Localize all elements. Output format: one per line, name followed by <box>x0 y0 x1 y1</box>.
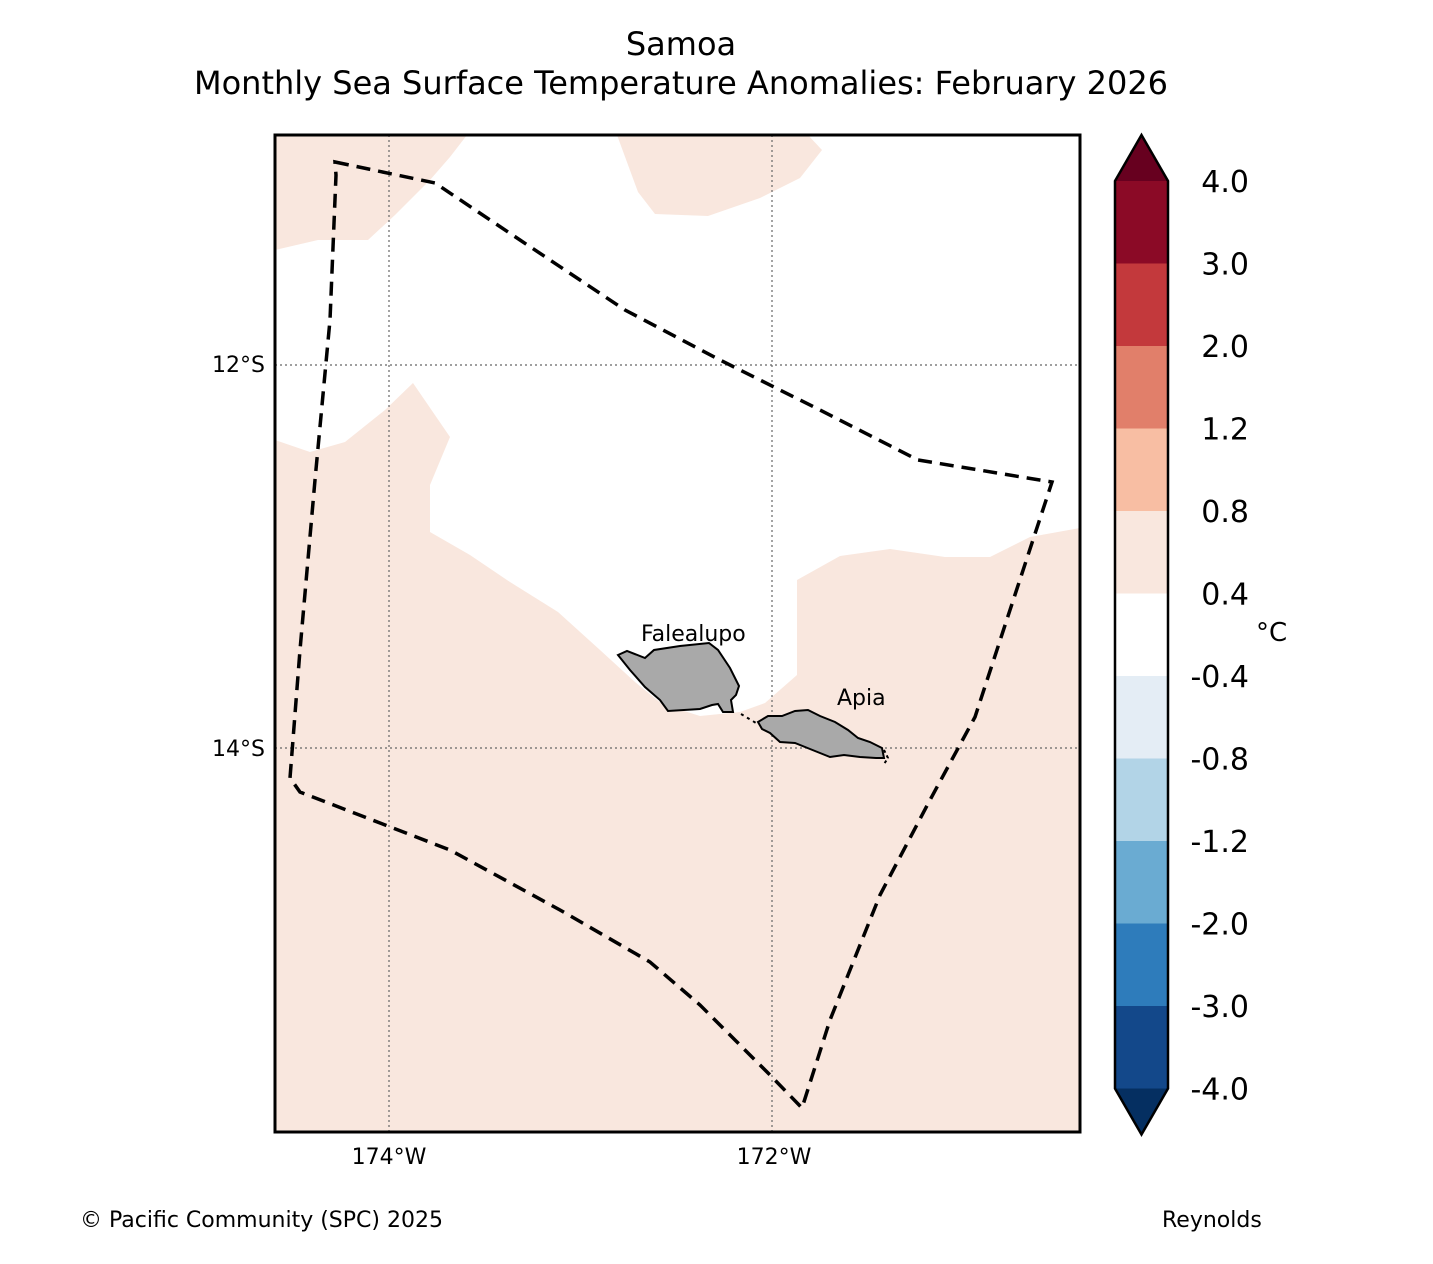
lon-tick-label: 174°W <box>352 1145 427 1170</box>
colorbar-segment <box>1115 428 1168 512</box>
colorbar-segment <box>1115 346 1168 430</box>
colorbar-tick-label: 0.8 <box>1201 495 1249 530</box>
map-area <box>275 135 1080 1132</box>
colorbar-tick-label: -1.2 <box>1190 825 1249 860</box>
colorbar-tick-label: -2.0 <box>1190 908 1249 943</box>
colorbar-segment <box>1115 923 1168 1007</box>
colorbar-tick-label: 0.4 <box>1201 578 1249 613</box>
map-subtitle: Monthly Sea Surface Temperature Anomalie… <box>193 64 1169 102</box>
colorbar-tick-label: -0.4 <box>1190 660 1249 695</box>
copyright-credit: © Pacific Community (SPC) 2025 <box>80 1208 443 1233</box>
colorbar-segment <box>1115 593 1168 677</box>
apolima-strait-islets <box>740 713 757 724</box>
map-frame <box>273 133 1082 1134</box>
colorbar-segment <box>1115 1006 1168 1090</box>
place-label-apia: Apia <box>837 686 886 711</box>
colorbar-segment <box>1115 263 1168 347</box>
colorbar-segment <box>1115 841 1168 925</box>
lon-tick-label: 172°W <box>737 1145 812 1170</box>
colorbar-tick-label: -3.0 <box>1190 990 1249 1025</box>
colorbar-segment <box>1115 181 1168 265</box>
gridlines <box>275 135 1080 1132</box>
colorbar-tick-label: 1.2 <box>1201 413 1249 448</box>
colorbar-segment <box>1115 758 1168 842</box>
eastern-islet <box>883 749 890 765</box>
place-label-falealupo: Falealupo <box>641 622 746 647</box>
upolu-island <box>756 708 886 759</box>
colorbar-tick-label: 3.0 <box>1201 248 1249 283</box>
anomaly-region-south <box>275 383 1080 1132</box>
colorbar-tick-label: -0.8 <box>1190 743 1249 778</box>
colorbar-extend-min <box>1115 1088 1168 1135</box>
eez-boundary <box>288 159 1055 1112</box>
colorbar-segment <box>1115 676 1168 760</box>
colorbar-tick-label: 2.0 <box>1201 330 1249 365</box>
anomaly-region-north <box>617 135 822 216</box>
lat-tick-label: 12°S <box>212 353 265 378</box>
colorbar: 4.0 3.0 2.0 1.2 0.8 0.4 -0.4 -0.8 -1.2 -2.0 -3.0 -4… <box>1113 132 1249 1138</box>
anomaly-region-northwest <box>275 135 467 250</box>
savaii-island <box>616 641 741 713</box>
colorbar-tick-label: 4.0 <box>1201 165 1249 200</box>
colorbar-segment <box>1115 511 1168 595</box>
data-source: Reynolds <box>1162 1208 1262 1233</box>
colorbar-tick-label: -4.0 <box>1190 1073 1249 1108</box>
map-title: Samoa <box>625 25 737 63</box>
lat-tick-label: 14°S <box>212 737 265 762</box>
colorbar-outline <box>1113 132 1170 1138</box>
colorbar-unit: °C <box>1256 618 1287 648</box>
colorbar-extend-max <box>1115 135 1168 181</box>
